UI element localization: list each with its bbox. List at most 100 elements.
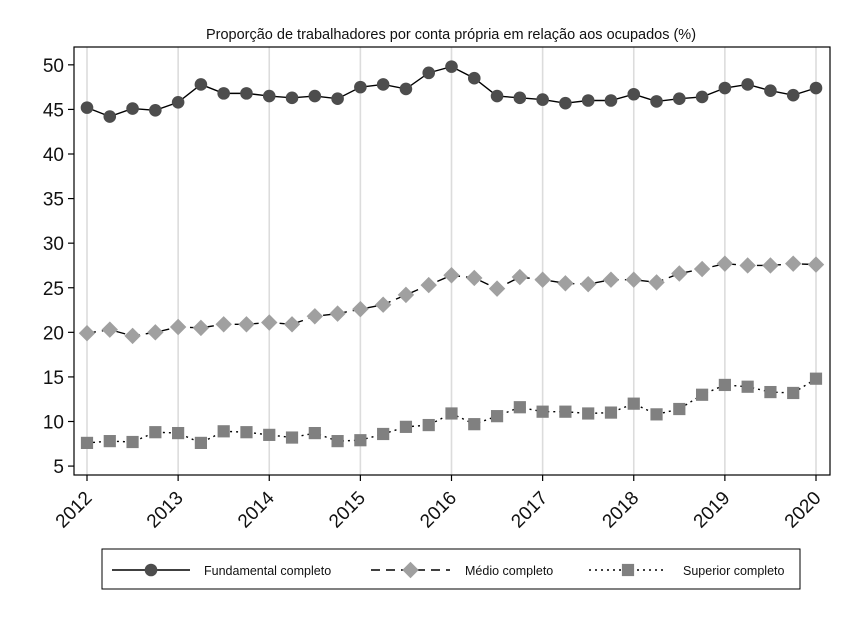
data-point-2-20 — [536, 405, 549, 418]
data-point-0-8 — [262, 89, 276, 103]
data-point-1-5 — [192, 319, 210, 337]
data-point-1-26 — [671, 265, 688, 282]
data-point-2-15 — [422, 418, 435, 432]
y-tick-label-35: 35 — [43, 190, 64, 211]
data-point-2-29 — [741, 380, 754, 393]
series-1 — [78, 255, 825, 345]
data-point-1-29 — [739, 257, 756, 274]
data-point-0-24 — [627, 87, 641, 101]
data-point-1-23 — [602, 271, 620, 288]
data-point-0-14 — [399, 82, 413, 96]
legend: Fundamental completo Médio completo Superi… — [101, 548, 801, 590]
data-point-0-9 — [285, 91, 299, 105]
data-point-0-3 — [149, 104, 162, 117]
data-point-1-13 — [374, 296, 392, 313]
data-point-2-13 — [377, 427, 390, 441]
data-point-2-26 — [673, 402, 686, 416]
data-point-1-30 — [762, 257, 779, 274]
y-axis: 5 10 15 20 25 30 35 40 45 50 — [43, 56, 74, 478]
data-point-0-23 — [604, 94, 618, 107]
data-point-1-8 — [261, 314, 278, 331]
data-point-0-31 — [786, 88, 800, 102]
data-point-1-14 — [397, 286, 415, 304]
data-point-1-3 — [147, 324, 164, 341]
data-point-2-30 — [764, 385, 777, 399]
data-point-2-32 — [809, 372, 823, 385]
data-point-2-21 — [559, 405, 572, 418]
data-point-2-11 — [331, 435, 344, 448]
data-point-2-18 — [490, 410, 504, 423]
data-point-2-0 — [80, 436, 94, 449]
data-point-1-7 — [238, 316, 255, 333]
legend-label-2: Superior completo — [683, 564, 784, 578]
x-tick-label-2012: 2012 — [52, 488, 97, 533]
legend-item-1: Médio completo — [371, 561, 553, 579]
y-tick-label-50: 50 — [43, 56, 64, 77]
y-tick-label-5: 5 — [53, 457, 64, 478]
data-point-2-3 — [149, 426, 162, 439]
data-point-2-8 — [263, 428, 276, 441]
data-point-2-1 — [103, 435, 116, 448]
data-point-0-13 — [376, 78, 390, 91]
x-tick-label-2020: 2020 — [781, 488, 826, 533]
y-tick-label-40: 40 — [43, 145, 64, 166]
data-point-1-11 — [329, 305, 346, 322]
x-tick-label-2015: 2015 — [325, 488, 370, 533]
data-point-2-9 — [285, 431, 299, 444]
data-point-2-27 — [695, 388, 709, 401]
data-point-0-28 — [718, 81, 732, 95]
data-point-0-27 — [695, 90, 709, 104]
data-point-0-17 — [467, 71, 481, 85]
data-point-0-16 — [445, 60, 458, 73]
data-point-0-18 — [490, 89, 504, 103]
data-point-1-21 — [557, 275, 574, 292]
data-point-2-2 — [126, 435, 139, 449]
y-tick-label-25: 25 — [43, 279, 64, 300]
legend-item-2: Superior completo — [589, 563, 784, 578]
data-point-2-12 — [354, 434, 367, 447]
data-point-0-22 — [581, 94, 595, 107]
data-point-1-0 — [78, 325, 96, 342]
data-point-2-22 — [582, 407, 595, 420]
y-tick-label-45: 45 — [43, 100, 64, 121]
data-point-1-16 — [443, 267, 460, 284]
data-point-0-6 — [217, 87, 230, 100]
legend-label-1: Médio completo — [465, 564, 553, 578]
data-point-1-6 — [215, 316, 232, 333]
data-point-2-17 — [468, 418, 481, 431]
data-point-1-25 — [648, 274, 665, 291]
chart-title: Proporção de trabalhadores por conta pró… — [206, 27, 696, 43]
data-point-2-19 — [513, 401, 526, 414]
data-point-1-1 — [101, 321, 118, 338]
data-point-1-20 — [534, 271, 551, 288]
data-point-1-12 — [352, 300, 369, 318]
legend-label-0: Fundamental completo — [204, 564, 331, 578]
legend-box — [101, 548, 801, 590]
data-point-0-15 — [422, 66, 436, 80]
data-point-1-31 — [785, 255, 802, 272]
data-point-2-25 — [650, 408, 663, 421]
data-point-2-31 — [787, 386, 800, 400]
x-tick-label-2017: 2017 — [507, 488, 552, 533]
data-point-1-2 — [124, 327, 141, 345]
data-point-0-7 — [240, 87, 253, 100]
data-point-2-7 — [240, 426, 253, 439]
data-point-1-10 — [306, 308, 324, 325]
y-tick-label-10: 10 — [43, 413, 64, 434]
data-point-1-24 — [625, 271, 642, 288]
y-tick-label-15: 15 — [43, 368, 64, 389]
data-point-0-2 — [126, 102, 139, 115]
data-point-0-20 — [536, 93, 549, 106]
x-tick-label-2018: 2018 — [599, 488, 644, 533]
data-point-1-15 — [420, 276, 437, 294]
data-point-2-23 — [604, 406, 618, 419]
data-point-1-17 — [466, 269, 483, 287]
x-tick-label-2019: 2019 — [690, 488, 735, 533]
data-point-2-6 — [217, 425, 230, 438]
data-point-1-9 — [283, 316, 301, 333]
legend-marker-2 — [621, 563, 635, 577]
legend-item-0: Fundamental completo — [112, 563, 331, 578]
data-point-0-25 — [650, 95, 663, 108]
x-tick-label-2016: 2016 — [416, 488, 461, 533]
data-point-2-5 — [194, 436, 208, 449]
